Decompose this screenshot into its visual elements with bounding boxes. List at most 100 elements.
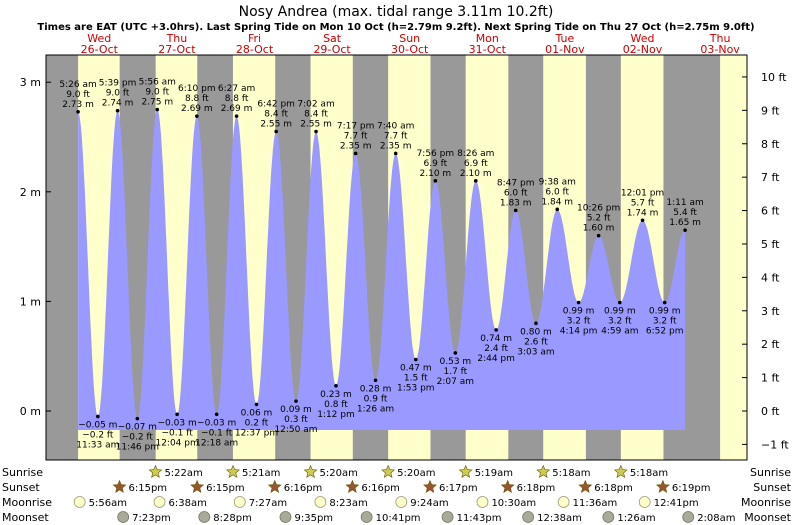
- high-tide-height-m: 1.60 m: [583, 224, 615, 234]
- moonset-icon: [198, 511, 211, 523]
- high-tide-time: 12:01 pm: [621, 188, 664, 198]
- right-axis-tick-label: 7 ft: [761, 171, 780, 184]
- low-tide-height-m: −0.03 m: [158, 418, 197, 428]
- low-tide-height-ft: 0.3 ft: [284, 415, 308, 425]
- moonrise-icon: [638, 496, 651, 508]
- high-tide-height-ft: 8.8 ft: [225, 94, 249, 104]
- low-tide-time: 11:33 am: [76, 440, 119, 450]
- high-tide-height-ft: 5.2 ft: [587, 214, 611, 224]
- sunset-icon: [655, 479, 670, 493]
- moonrise-icon: [395, 496, 408, 508]
- low-tide-time: 1:26 am: [357, 404, 394, 414]
- high-tide-time: 10:26 pm: [577, 204, 620, 214]
- sunset-icon: [112, 479, 127, 493]
- sunset-icon: [267, 479, 282, 493]
- moonrise-time-label: 12:41pm: [654, 498, 699, 509]
- low-tide-point: [334, 383, 338, 388]
- high-tide-time: 8:47 pm: [497, 178, 535, 188]
- low-tide-point: [175, 412, 179, 417]
- low-tide-height-m: 0.53 m: [440, 357, 472, 367]
- low-tide-time: 12:50 am: [274, 425, 317, 435]
- day-header-group: Wed26-OctThu27-OctFri28-OctSat29-OctSun3…: [81, 32, 741, 56]
- high-tide-time: 8:26 am: [457, 149, 494, 159]
- left-axis-tick-label: 2 m: [20, 186, 41, 199]
- high-tide-point: [115, 108, 120, 113]
- low-tide-height-ft: 0.8 ft: [324, 400, 348, 410]
- moonrise-time-label: 6:38am: [169, 498, 207, 509]
- day-name-label: Wed: [87, 32, 111, 45]
- low-tide-height-ft: 0.9 ft: [364, 394, 388, 404]
- low-tide-point: [494, 328, 498, 332]
- date-label: 30-Oct: [391, 43, 429, 56]
- low-tide-height-ft: −0.1 ft: [201, 428, 233, 438]
- moonset-time-label: 9:35pm: [294, 513, 333, 524]
- moonrise-icon: [314, 496, 327, 508]
- row-label-left: Moonset: [2, 511, 49, 524]
- left-axis-tick-label: 1 m: [20, 295, 41, 308]
- low-tide-point: [96, 414, 100, 419]
- high-tide-height-ft: 5.4 ft: [673, 208, 697, 218]
- moonset-icon: [117, 511, 130, 523]
- moonrise-time-label: 8:23am: [329, 498, 367, 509]
- high-tide-point: [640, 218, 645, 223]
- sunset-time-label: 6:15pm: [129, 483, 168, 494]
- high-tide-point: [393, 151, 398, 156]
- low-tide-height-ft: 2.4 ft: [484, 344, 508, 354]
- sunset-time-label: 6:16pm: [284, 483, 323, 494]
- high-tide-point: [274, 129, 278, 134]
- moonset-icon: [602, 511, 615, 523]
- sunrise-icon: [381, 464, 396, 478]
- moonset-time-label: 12:38am: [537, 513, 582, 524]
- left-axis-tick-label: 0 m: [20, 405, 41, 418]
- sunrise-icon: [303, 464, 318, 478]
- date-label: 29-Oct: [313, 43, 351, 56]
- high-tide-height-ft: 6.0 ft: [545, 187, 569, 197]
- low-tide-height-ft: 1.5 ft: [404, 373, 428, 383]
- night-band: [46, 55, 79, 460]
- day-name-label: Fri: [248, 32, 261, 45]
- moonset-icon: [522, 511, 535, 523]
- low-tide-time: 1:53 pm: [397, 383, 435, 393]
- chart-title: Nosy Andrea (max. tidal range 3.11m 10.2…: [239, 4, 554, 20]
- moonrise-time-label: 7:27am: [249, 498, 287, 509]
- day-name-label: Thu: [709, 32, 731, 45]
- sun-moon-table: Sunrise Sunrise Sunset Sunset Moonrise Moonri…: [2, 464, 792, 524]
- chart-subtitle: Times are EAT (UTC +3.0hrs). Last Spring…: [37, 22, 754, 33]
- high-tide-height-ft: 6.0 ft: [504, 188, 528, 198]
- low-tide-point: [662, 300, 667, 305]
- low-tide-time: 1:12 pm: [317, 410, 355, 420]
- low-tide-height-ft: 0.2 ft: [245, 418, 269, 428]
- sunrise-time-label: 5:21am: [242, 468, 280, 479]
- right-axis-tick-label: −1 ft: [761, 438, 789, 451]
- sunset-time-label: 6:19pm: [672, 483, 711, 494]
- low-tide-time: 3:03 am: [517, 347, 554, 357]
- day-name-label: Mon: [476, 32, 499, 45]
- low-tide-height-m: 0.99 m: [604, 306, 636, 316]
- low-tide-height-ft: −0.2 ft: [82, 430, 114, 440]
- high-tide-point: [473, 179, 478, 183]
- high-tide-point: [314, 129, 318, 134]
- high-tide-height-m: 2.69 m: [221, 104, 253, 114]
- low-tide-height-ft: −0.1 ft: [161, 428, 193, 438]
- low-tide-height-m: 0.80 m: [520, 327, 552, 337]
- high-tide-point: [513, 208, 518, 213]
- low-tide-height-ft: 1.7 ft: [443, 367, 467, 377]
- high-tide-height-ft: 9.0 ft: [66, 90, 90, 100]
- low-tide-time: 11:46 pm: [116, 443, 159, 453]
- high-tide-height-ft: 8.8 ft: [185, 94, 209, 104]
- high-tide-point: [155, 107, 160, 112]
- low-tide-height-ft: 3.2 ft: [567, 316, 591, 326]
- high-tide-point: [353, 151, 358, 156]
- high-tide-height-m: 2.35 m: [340, 141, 372, 151]
- high-tide-height-ft: 8.4 ft: [304, 110, 328, 120]
- high-tide-point: [683, 228, 687, 232]
- moonrise-time-label: 10:30am: [491, 498, 536, 509]
- right-axis-tick-label: 3 ft: [761, 305, 780, 318]
- high-tide-time: 5:56 am: [139, 78, 176, 88]
- sunset-time-label: 6:15pm: [206, 483, 245, 494]
- moonset-time-label: 11:43pm: [457, 513, 502, 524]
- high-tide-height-m: 2.55 m: [260, 120, 292, 130]
- sunrise-icon: [536, 464, 551, 478]
